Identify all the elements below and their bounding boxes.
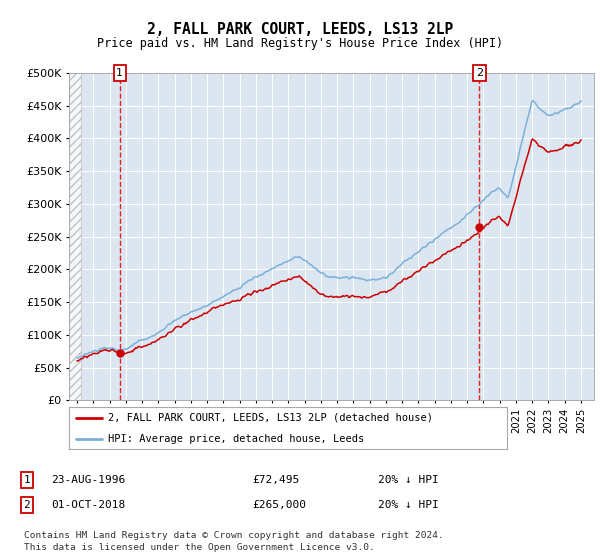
Text: £265,000: £265,000 <box>252 500 306 510</box>
Text: 23-AUG-1996: 23-AUG-1996 <box>51 475 125 485</box>
Text: 2, FALL PARK COURT, LEEDS, LS13 2LP (detached house): 2, FALL PARK COURT, LEEDS, LS13 2LP (det… <box>109 413 433 423</box>
Text: 20% ↓ HPI: 20% ↓ HPI <box>378 475 439 485</box>
Text: 2: 2 <box>476 68 483 78</box>
Text: £72,495: £72,495 <box>252 475 299 485</box>
Text: HPI: Average price, detached house, Leeds: HPI: Average price, detached house, Leed… <box>109 433 365 444</box>
Bar <box>69 73 81 400</box>
Text: 1: 1 <box>23 475 31 485</box>
Text: This data is licensed under the Open Government Licence v3.0.: This data is licensed under the Open Gov… <box>24 543 375 552</box>
Text: 20% ↓ HPI: 20% ↓ HPI <box>378 500 439 510</box>
Text: 2: 2 <box>23 500 31 510</box>
Text: Price paid vs. HM Land Registry's House Price Index (HPI): Price paid vs. HM Land Registry's House … <box>97 37 503 50</box>
Text: 1: 1 <box>116 68 123 78</box>
Text: 01-OCT-2018: 01-OCT-2018 <box>51 500 125 510</box>
Text: 2, FALL PARK COURT, LEEDS, LS13 2LP: 2, FALL PARK COURT, LEEDS, LS13 2LP <box>147 22 453 38</box>
Text: Contains HM Land Registry data © Crown copyright and database right 2024.: Contains HM Land Registry data © Crown c… <box>24 531 444 540</box>
